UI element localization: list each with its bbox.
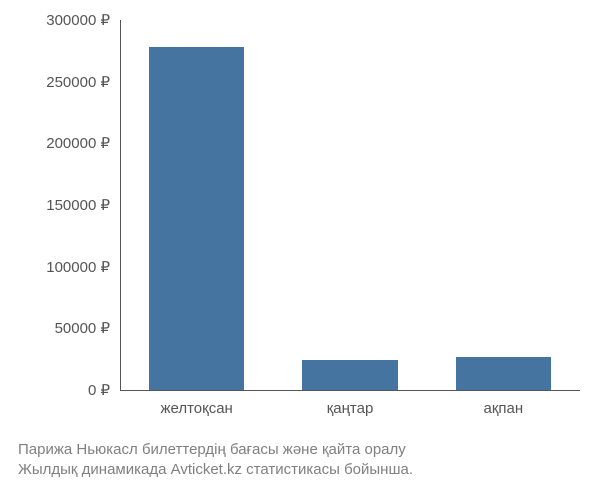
x-axis-line <box>120 390 580 391</box>
y-tick-label: 100000 ₽ <box>0 258 110 276</box>
y-tick-label: 50000 ₽ <box>0 319 110 337</box>
plot-area <box>120 20 580 390</box>
y-axis-line <box>120 20 121 390</box>
bar-chart: Парижа Ньюкасл билеттердің бағасы және қ… <box>0 0 600 500</box>
bar <box>456 357 551 390</box>
x-tick-label: ақпан <box>484 400 524 417</box>
y-tick-label: 150000 ₽ <box>0 196 110 214</box>
bar <box>302 360 397 390</box>
caption-line-2: Жылдық динамикада Avticket.kz статистика… <box>18 460 413 480</box>
bar <box>149 47 244 390</box>
y-tick-label: 0 ₽ <box>0 381 110 399</box>
chart-caption: Парижа Ньюкасл билеттердің бағасы және қ… <box>18 440 413 481</box>
x-tick-label: қаңтар <box>327 400 374 417</box>
caption-line-1: Парижа Ньюкасл билеттердің бағасы және қ… <box>18 440 413 460</box>
x-tick-label: желтоқсан <box>160 400 232 417</box>
y-tick-label: 250000 ₽ <box>0 73 110 91</box>
y-tick-label: 300000 ₽ <box>0 11 110 29</box>
y-tick-label: 200000 ₽ <box>0 134 110 152</box>
